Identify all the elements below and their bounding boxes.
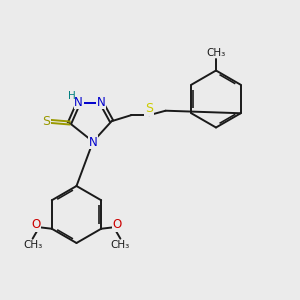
Text: CH₃: CH₃ [111, 240, 130, 250]
Text: S: S [42, 115, 50, 128]
Text: CH₃: CH₃ [206, 48, 226, 58]
Text: N: N [74, 96, 83, 109]
Text: O: O [113, 218, 122, 231]
Text: N: N [88, 136, 98, 149]
Text: N: N [97, 96, 106, 109]
Text: S: S [145, 102, 153, 115]
Text: CH₃: CH₃ [23, 240, 42, 250]
Text: H: H [68, 91, 75, 101]
Text: O: O [31, 218, 40, 231]
